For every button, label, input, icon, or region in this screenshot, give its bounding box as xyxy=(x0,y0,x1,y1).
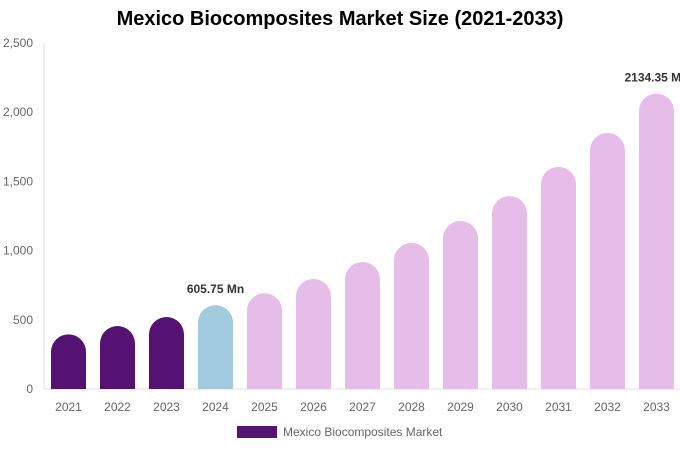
x-tick-label: 2022 xyxy=(104,400,131,414)
x-tick-label: 2025 xyxy=(251,400,278,414)
legend: Mexico Biocomposites Market xyxy=(237,425,442,439)
x-tick-label: 2030 xyxy=(496,400,523,414)
bar-2028 xyxy=(394,242,429,389)
y-tick-label: 0 xyxy=(26,382,33,396)
bar-2023 xyxy=(149,317,184,389)
y-tick-label: 2,500 xyxy=(3,36,33,50)
x-tick-label: 2029 xyxy=(447,400,474,414)
bar-2031 xyxy=(541,166,576,389)
x-tick-label: 2024 xyxy=(202,400,229,414)
bar-2026 xyxy=(296,278,331,389)
bar-2033 xyxy=(639,93,674,389)
y-tick-label: 2,000 xyxy=(3,105,33,119)
x-tick-label: 2026 xyxy=(300,400,327,414)
bar-2021 xyxy=(51,334,86,389)
bar-2029 xyxy=(443,220,478,389)
data-label: 605.75 Mn xyxy=(187,282,244,296)
bar-2022 xyxy=(100,326,135,389)
x-tick-label: 2032 xyxy=(594,400,621,414)
x-tick-label: 2021 xyxy=(55,400,82,414)
x-tick-label: 2027 xyxy=(349,400,376,414)
x-tick-label: 2023 xyxy=(153,400,180,414)
y-tick-label: 1,500 xyxy=(3,174,33,188)
data-label: 2134.35 Mn xyxy=(624,71,680,85)
bar-2027 xyxy=(345,261,380,389)
y-tick-label: 500 xyxy=(13,313,33,327)
x-tick-label: 2031 xyxy=(545,400,572,414)
legend-label: Mexico Biocomposites Market xyxy=(283,425,443,439)
y-tick-label: 1,000 xyxy=(3,244,33,258)
x-tick-label: 2033 xyxy=(643,400,670,414)
bar-2024 xyxy=(198,305,233,389)
bar-2032 xyxy=(590,132,625,389)
chart-title: Mexico Biocomposites Market Size (2021-2… xyxy=(116,8,564,30)
legend-swatch xyxy=(237,426,277,438)
x-tick-label: 2028 xyxy=(398,400,425,414)
bar-2030 xyxy=(492,196,527,389)
bar-2025 xyxy=(247,293,282,389)
